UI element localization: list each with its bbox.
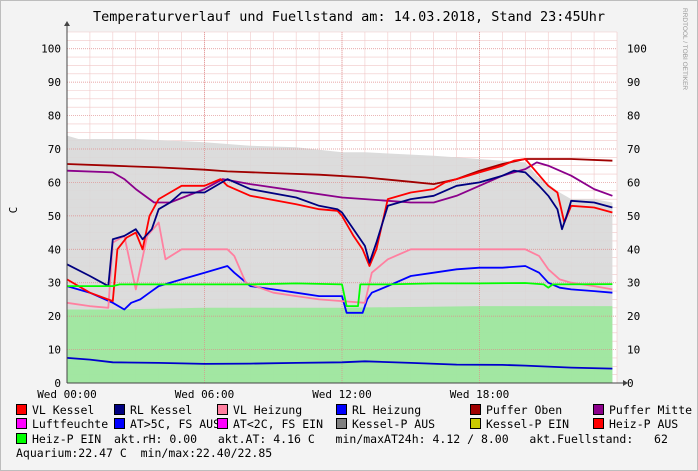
y-tick-label-left: 20 bbox=[48, 310, 61, 323]
legend-label: Luftfeuchte bbox=[32, 417, 109, 432]
legend-swatch bbox=[470, 418, 481, 430]
watermark-text: RRDTOOL / TOBI OETIKER bbox=[681, 8, 688, 90]
rrdtool-watermark: RRDTOOL / TOBI OETIKER bbox=[681, 8, 688, 90]
legend-swatch bbox=[470, 404, 481, 415]
y-tick-label-right: 50 bbox=[627, 210, 640, 223]
legend-swatch bbox=[217, 418, 228, 430]
y-tick-label-right: 80 bbox=[627, 110, 640, 123]
y-tick-label-left: 50 bbox=[48, 210, 61, 223]
y-axis-arrow bbox=[64, 21, 70, 26]
x-tick-label: Wed 06:00 bbox=[175, 388, 235, 400]
y-tick-label-left: 0 bbox=[54, 377, 61, 390]
y-tick-label-right: 10 bbox=[627, 344, 640, 357]
legend-item: Heiz-P AUS bbox=[593, 417, 678, 431]
stats-line-2: Aquarium:22.47 C min/max:22.40/22.85 bbox=[16, 445, 273, 460]
legend-item: AT<2C, FS EIN bbox=[217, 417, 323, 431]
legend-label: Puffer Oben bbox=[486, 403, 563, 417]
legend-swatch bbox=[336, 404, 347, 415]
legend-swatch bbox=[16, 404, 27, 415]
legend-label: Puffer Mitte bbox=[609, 403, 693, 417]
series-line-puffer-mitte bbox=[66, 161, 613, 204]
chart-plot: 0 0 10 10 20 20 30 30 40 40 50 50 60 60 70 70 80 80 90 90 10… bbox=[7, 21, 647, 400]
chart-title: Temperaturverlauf und Fuellstand am: 14.… bbox=[92, 9, 606, 25]
x-tick-label: Wed 18:00 bbox=[450, 388, 510, 400]
legend-label: VL Heizung bbox=[233, 403, 303, 417]
x-axis-arrow bbox=[623, 380, 628, 386]
legend-swatch bbox=[16, 432, 27, 444]
legend-swatch bbox=[217, 404, 228, 415]
y-tick-label-right: 100 bbox=[627, 43, 647, 56]
y-tick-label-right: 20 bbox=[627, 310, 640, 323]
y-tick-label-left: 90 bbox=[48, 76, 61, 89]
y-axis-label: C bbox=[7, 207, 20, 214]
y-tick-label-left: 40 bbox=[48, 243, 61, 256]
legend-item: Luftfeuchte bbox=[16, 417, 108, 431]
legend-label: AT>5C, FS AUS bbox=[130, 417, 221, 432]
legend-swatch bbox=[593, 418, 604, 430]
y-tick-label-right: 0 bbox=[627, 377, 634, 390]
x-tick-label: Wed 00:00 bbox=[37, 388, 97, 400]
legend-item: VL Heizung bbox=[217, 403, 302, 417]
legend-swatch bbox=[336, 418, 347, 430]
y-tick-label-left: 30 bbox=[48, 277, 61, 290]
legend-label: AT<2C, FS EIN bbox=[233, 417, 324, 432]
legend-swatch bbox=[593, 404, 604, 415]
legend-label: VL Kessel bbox=[32, 403, 95, 417]
y-tick-label-left: 10 bbox=[48, 344, 61, 357]
legend-item: Kessel-P AUS bbox=[336, 417, 435, 431]
series-line-aquarium bbox=[66, 357, 613, 370]
legend-label: Kessel-P EIN bbox=[486, 417, 570, 432]
series-line-vl-heizung bbox=[66, 221, 613, 309]
legend-label: Heiz-P AUS bbox=[609, 417, 679, 432]
y-tick-label-right: 30 bbox=[627, 277, 640, 290]
legend-item: VL Kessel bbox=[16, 403, 94, 417]
legend-item: Kessel-P EIN bbox=[470, 417, 569, 431]
legend-label: Heiz-P EIN bbox=[32, 431, 102, 446]
legend-label: RL Kessel bbox=[130, 403, 193, 417]
y-tick-label-right: 60 bbox=[627, 176, 640, 189]
legend-swatch bbox=[16, 418, 27, 430]
legend-label: RL Heizung bbox=[352, 403, 422, 417]
series-line-rl-heizung bbox=[66, 265, 613, 314]
legend-label: Kessel-P AUS bbox=[352, 417, 436, 432]
legend-swatch bbox=[114, 418, 125, 430]
series-area-heiz-p-ein bbox=[67, 306, 613, 383]
legend-item: Puffer Mitte bbox=[593, 403, 692, 417]
legend-item: AT>5C, FS AUS bbox=[114, 417, 220, 431]
series-line-rl-kessel bbox=[66, 169, 613, 287]
series-line-vl-kessel bbox=[66, 158, 613, 302]
y-tick-label-left: 100 bbox=[41, 43, 61, 56]
x-tick-label: Wed 12:00 bbox=[312, 388, 372, 400]
legend-swatch bbox=[114, 404, 125, 415]
y-tick-label-left: 70 bbox=[48, 143, 61, 156]
legend-item: RL Heizung bbox=[336, 403, 421, 417]
y-tick-label-left: 80 bbox=[48, 110, 61, 123]
legend-item-heiz-p-ein: Heiz-P EIN bbox=[16, 432, 101, 446]
y-tick-label-right: 90 bbox=[627, 76, 640, 89]
stats-line-1: akt.rH: 0.00 akt.AT: 4.16 C min/maxAT24h… bbox=[114, 431, 668, 446]
legend-item: Puffer Oben bbox=[470, 403, 562, 417]
series-line-heiz-p-ein bbox=[67, 282, 613, 307]
y-tick-label-left: 60 bbox=[48, 176, 61, 189]
legend-item: RL Kessel bbox=[114, 403, 192, 417]
y-tick-label-right: 40 bbox=[627, 243, 640, 256]
y-tick-label-right: 70 bbox=[627, 143, 640, 156]
